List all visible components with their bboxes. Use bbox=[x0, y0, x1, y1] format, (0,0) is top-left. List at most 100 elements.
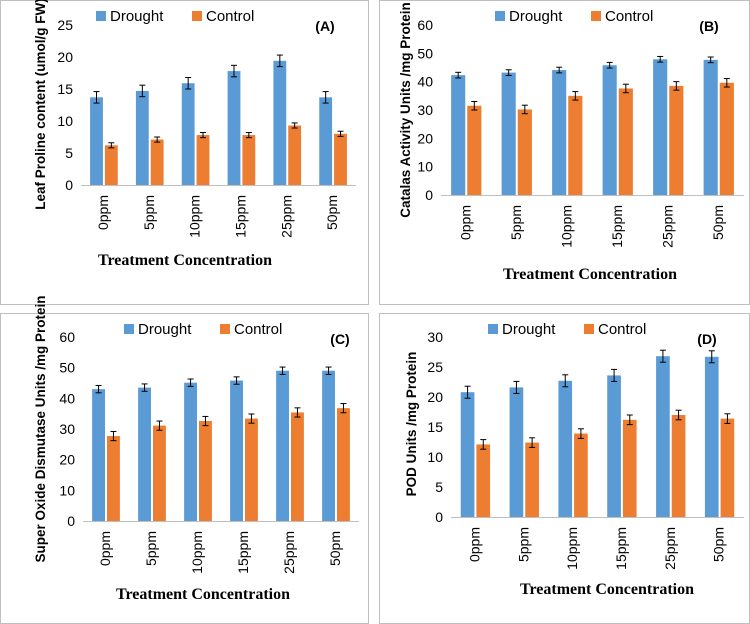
drought-bar bbox=[135, 90, 149, 185]
panel-letter: (D) bbox=[697, 331, 716, 347]
x-tick-label: 10ppm bbox=[187, 195, 203, 238]
y-tick-label: 60 bbox=[59, 329, 75, 345]
legend-label-control: Control bbox=[206, 8, 254, 25]
y-axis-title: POD Units /mg Protein bbox=[404, 352, 419, 497]
x-tick-label: 10ppm bbox=[564, 527, 580, 570]
control-bar bbox=[199, 421, 212, 521]
x-tick-label: 25ppm bbox=[659, 205, 675, 248]
legend-swatch-drought bbox=[124, 324, 134, 334]
drought-bar bbox=[509, 387, 524, 517]
y-tick-label: 25 bbox=[427, 359, 443, 375]
x-tick-label: 0ppm bbox=[97, 531, 113, 566]
legend-swatch-control bbox=[584, 324, 594, 334]
y-tick-label: 15 bbox=[427, 419, 443, 435]
control-bar bbox=[467, 105, 482, 195]
control-bar bbox=[720, 418, 735, 517]
x-axis-title: Treatment Concentration bbox=[503, 266, 677, 283]
legend-swatch-control bbox=[591, 11, 601, 21]
x-tick-label: 10ppm bbox=[189, 531, 205, 574]
drought-bar bbox=[138, 387, 151, 521]
x-tick-label: 5ppm bbox=[515, 527, 531, 562]
legend-label-drought: Drought bbox=[138, 321, 192, 338]
drought-bar bbox=[653, 59, 668, 196]
x-axis-title: Treatment Concentration bbox=[98, 252, 272, 269]
x-tick-label: 25ppm bbox=[662, 527, 678, 570]
chart-panel-c: 0 10 20 30 40 50 60 0ppm 5ppm 10ppm 15ppm 25ppm 50pm… bbox=[0, 295, 369, 624]
y-tick-label: 10 bbox=[417, 159, 433, 175]
y-tick-label: 40 bbox=[417, 74, 433, 90]
legend-label-control: Control bbox=[234, 321, 282, 338]
control-bar bbox=[669, 85, 684, 195]
drought-bar bbox=[451, 75, 466, 195]
y-tick-label: 20 bbox=[59, 452, 75, 468]
y-tick-label: 0 bbox=[435, 509, 443, 525]
y-tick-label: 10 bbox=[427, 449, 443, 465]
chart-panel-a: 0 5 10 15 20 25 0ppm 5ppm 10ppm 15ppm 25ppm 50pm Tre… bbox=[0, 0, 369, 305]
control-bar bbox=[525, 442, 539, 517]
legend-label-drought: Drought bbox=[110, 8, 164, 25]
drought-bar bbox=[656, 356, 670, 517]
chart-panel-d: 0 5 10 15 20 25 30 0ppm 5ppm 10ppm 15ppm 25ppm 50pm T… bbox=[379, 313, 750, 624]
y-tick-label: 5 bbox=[65, 145, 73, 161]
y-tick-label: 20 bbox=[427, 389, 443, 405]
control-bar bbox=[719, 82, 734, 195]
x-tick-label: 50pm bbox=[711, 527, 727, 562]
drought-bar bbox=[703, 59, 718, 195]
x-tick-label: 15ppm bbox=[232, 195, 248, 238]
x-tick-label: 15ppm bbox=[613, 527, 629, 570]
legend-swatch-control bbox=[220, 324, 230, 334]
control-bar bbox=[622, 419, 637, 517]
y-tick-label: 0 bbox=[67, 513, 75, 529]
control-bar bbox=[574, 433, 588, 517]
x-tick-label: 0ppm bbox=[95, 195, 111, 230]
y-tick-label: 40 bbox=[59, 390, 75, 406]
y-tick-label: 20 bbox=[417, 130, 433, 146]
chart-panel-b: 0 10 20 30 40 50 60 0ppm 5ppm 10ppm 15ppm 25ppm 50pm… bbox=[379, 0, 750, 305]
control-bar bbox=[196, 135, 210, 185]
x-tick-label: 5ppm bbox=[143, 531, 159, 566]
control-bar bbox=[104, 145, 118, 185]
y-tick-label: 25 bbox=[57, 17, 73, 33]
legend-label-drought: Drought bbox=[509, 8, 563, 25]
control-bar bbox=[288, 125, 302, 185]
drought-bar bbox=[273, 60, 287, 186]
legend-swatch-drought bbox=[96, 11, 106, 21]
drought-bar bbox=[319, 97, 333, 185]
panel-letter: (B) bbox=[699, 18, 718, 34]
drought-bar bbox=[92, 389, 105, 521]
control-bar bbox=[618, 88, 633, 195]
y-tick-label: 5 bbox=[435, 479, 443, 495]
x-tick-label: 5ppm bbox=[141, 195, 157, 230]
drought-bar bbox=[607, 375, 621, 517]
control-bar bbox=[291, 412, 304, 521]
x-tick-label: 25ppm bbox=[278, 195, 294, 238]
control-bar bbox=[334, 133, 347, 185]
x-tick-label: 0ppm bbox=[457, 205, 473, 240]
drought-bar bbox=[184, 382, 197, 521]
x-tick-label: 0ppm bbox=[466, 527, 482, 562]
control-bar bbox=[242, 135, 256, 185]
drought-bar bbox=[181, 83, 195, 185]
legend-swatch-control bbox=[192, 11, 202, 21]
legend-label-control: Control bbox=[605, 8, 653, 25]
x-tick-label: 50pm bbox=[710, 205, 726, 240]
panel-letter: (A) bbox=[315, 18, 334, 34]
legend-label-control: Control bbox=[598, 321, 646, 338]
control-bar bbox=[568, 95, 583, 195]
y-tick-label: 0 bbox=[65, 177, 73, 193]
drought-bar bbox=[460, 392, 475, 517]
drought-bar bbox=[558, 380, 573, 517]
y-tick-label: 15 bbox=[57, 81, 73, 97]
legend-swatch-drought bbox=[495, 11, 505, 21]
y-tick-label: 20 bbox=[57, 49, 73, 65]
panel-letter: (C) bbox=[330, 331, 349, 347]
x-tick-label: 25ppm bbox=[281, 531, 297, 574]
x-tick-label: 50pm bbox=[327, 531, 343, 566]
control-bar bbox=[337, 408, 350, 521]
control-bar bbox=[245, 418, 258, 521]
control-bar bbox=[150, 139, 164, 185]
drought-bar bbox=[704, 356, 719, 517]
drought-bar bbox=[90, 97, 103, 185]
y-axis-title: Catalas Activity Units /mg Protein bbox=[398, 2, 413, 218]
